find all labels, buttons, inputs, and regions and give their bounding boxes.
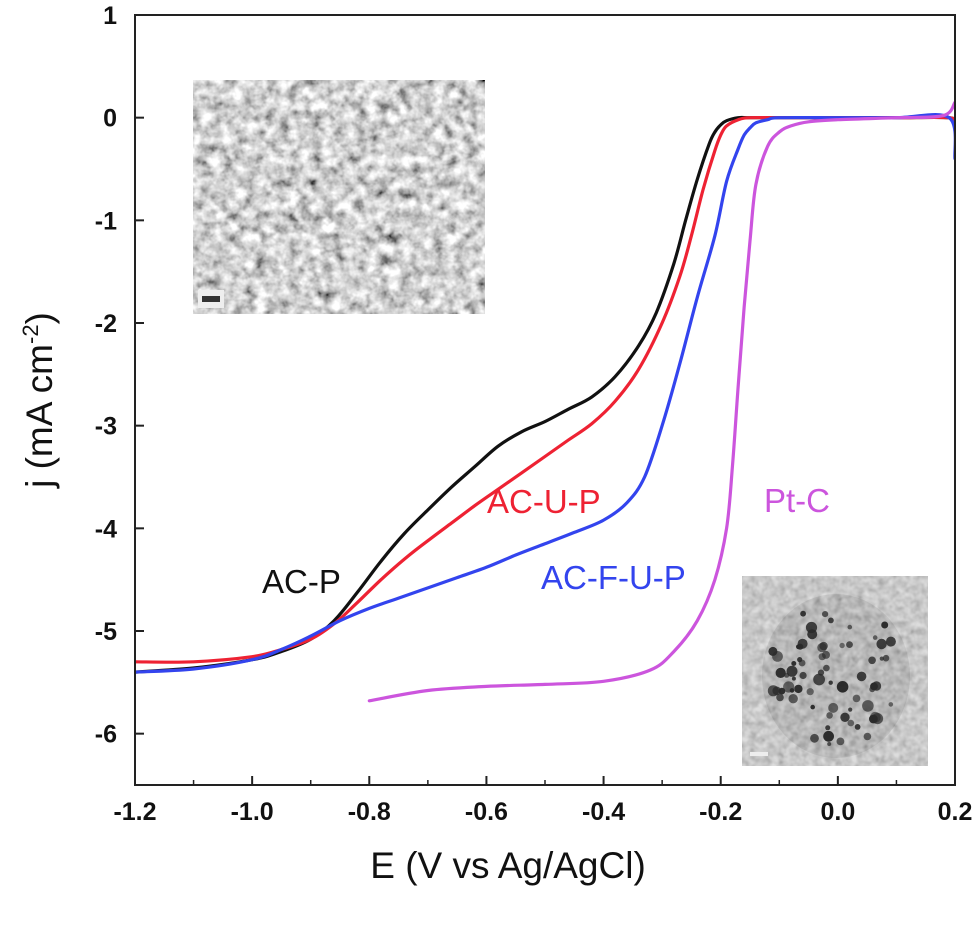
tem-nanoparticle bbox=[807, 629, 818, 640]
tem-nanoparticle bbox=[818, 653, 826, 661]
tem-nanoparticle bbox=[868, 656, 876, 665]
tem-nanoparticle bbox=[836, 681, 849, 693]
tem-nanoparticle bbox=[828, 680, 833, 685]
tem-nanoparticle bbox=[881, 621, 889, 629]
tem-nanoparticle bbox=[822, 611, 829, 618]
tem-nanoparticle bbox=[776, 693, 784, 702]
tem-nanoparticle bbox=[800, 610, 806, 617]
tem-nanoparticle bbox=[786, 665, 798, 677]
tem-nanoparticle bbox=[852, 694, 861, 703]
tem-nanoparticle bbox=[847, 719, 855, 727]
tem-nanoparticle bbox=[872, 635, 878, 640]
tem-nanoparticle bbox=[813, 673, 825, 686]
tem-nanoparticle bbox=[788, 694, 798, 704]
tem-nanoparticle bbox=[796, 644, 801, 650]
tem-nanoparticle bbox=[882, 654, 890, 662]
y-tick-label: -1 bbox=[95, 207, 117, 235]
tem-nanoparticle bbox=[767, 685, 779, 697]
tem-nanoparticle bbox=[817, 642, 827, 653]
series-line-pt-c bbox=[367, 100, 955, 703]
tem-nanoparticle bbox=[794, 684, 803, 694]
y-tick-label: -2 bbox=[95, 310, 117, 338]
tem-nanoparticle bbox=[836, 737, 845, 746]
x-tick-label: -0.8 bbox=[348, 798, 391, 826]
y-tick-label: -6 bbox=[95, 721, 117, 749]
tem-nanoparticle bbox=[791, 676, 796, 681]
x-tick-label: 0.2 bbox=[938, 798, 973, 826]
tem-nanoparticle bbox=[840, 712, 850, 722]
tem-nanoparticle bbox=[799, 671, 807, 680]
tem-nanoparticle bbox=[846, 641, 853, 648]
tem-nanoparticle bbox=[876, 638, 887, 650]
tem-nanoparticle bbox=[828, 702, 839, 713]
x-tick-label: -1.2 bbox=[113, 798, 156, 826]
x-tick-label: -0.4 bbox=[582, 798, 625, 826]
y-tick-label: -3 bbox=[95, 413, 117, 441]
tem-nanoparticle bbox=[810, 704, 815, 710]
tem-nanoparticle bbox=[783, 681, 795, 693]
sem-inset-image bbox=[193, 80, 485, 314]
tem-nanoparticle bbox=[839, 682, 845, 687]
series-label-ac-p: AC-P bbox=[262, 563, 341, 600]
tem-inset-image bbox=[742, 576, 928, 766]
tem-nanoparticle bbox=[870, 682, 878, 691]
tem-nanoparticle bbox=[885, 636, 896, 647]
y-axis: 1 0 -1 -2 -3 -4 -5 -6 bbox=[95, 2, 144, 749]
tem-nanoparticle bbox=[863, 732, 872, 741]
tem-nanoparticle bbox=[888, 702, 894, 707]
y-tick-label: -5 bbox=[95, 618, 117, 646]
series-label-pt-c: Pt-C bbox=[764, 482, 830, 519]
x-tick-label: -0.2 bbox=[699, 798, 742, 826]
series-label-ac-f-u-p: AC-F-U-P bbox=[541, 559, 686, 596]
tem-nanoparticle bbox=[847, 624, 853, 630]
x-tick-label: -0.6 bbox=[465, 798, 508, 826]
tem-nanoparticle bbox=[806, 688, 814, 696]
tem-nanoparticle bbox=[828, 617, 834, 624]
x-axis: -1.2 -1.0 -0.8 -0.6 -0.4 -0.2 0.0 0.2 bbox=[113, 776, 972, 826]
tem-nanoparticle bbox=[823, 664, 830, 672]
tem-nanoparticle bbox=[827, 742, 832, 746]
tem-nanoparticle bbox=[839, 642, 845, 649]
tem-nanoparticle bbox=[775, 667, 786, 679]
tem-nanoparticle bbox=[798, 659, 806, 667]
y-tick-label: 0 bbox=[103, 105, 117, 133]
y-axis-title: j (mA cm-2) bbox=[18, 312, 60, 489]
tem-nanoparticle bbox=[791, 661, 797, 666]
tem-nanoparticle bbox=[825, 725, 831, 731]
x-tick-label: 0.0 bbox=[820, 798, 855, 826]
tem-nanoparticle bbox=[768, 646, 778, 656]
tem-nanoparticle bbox=[862, 700, 874, 712]
tem-nanoparticle bbox=[823, 730, 834, 742]
tem-scale-bar bbox=[750, 752, 768, 756]
tem-nanoparticle bbox=[854, 724, 861, 730]
y-tick-label: -4 bbox=[95, 515, 117, 543]
series-line-ac-u-p bbox=[135, 115, 955, 664]
series-line-ac-f-u-p bbox=[135, 113, 955, 674]
series-label-ac-u-p: AC-U-P bbox=[487, 483, 601, 520]
tem-nanoparticle bbox=[856, 671, 867, 682]
tem-nanoparticle bbox=[810, 733, 819, 743]
x-axis-title: E (V vs Ag/AgCl) bbox=[370, 845, 646, 886]
y-tick-label: 1 bbox=[103, 2, 117, 30]
tem-nanoparticle bbox=[778, 687, 786, 695]
tem-nanoparticle bbox=[848, 707, 853, 712]
tem-nanoparticle bbox=[826, 712, 833, 719]
x-tick-label: -1.0 bbox=[231, 798, 274, 826]
tem-nanoparticle bbox=[869, 714, 878, 724]
